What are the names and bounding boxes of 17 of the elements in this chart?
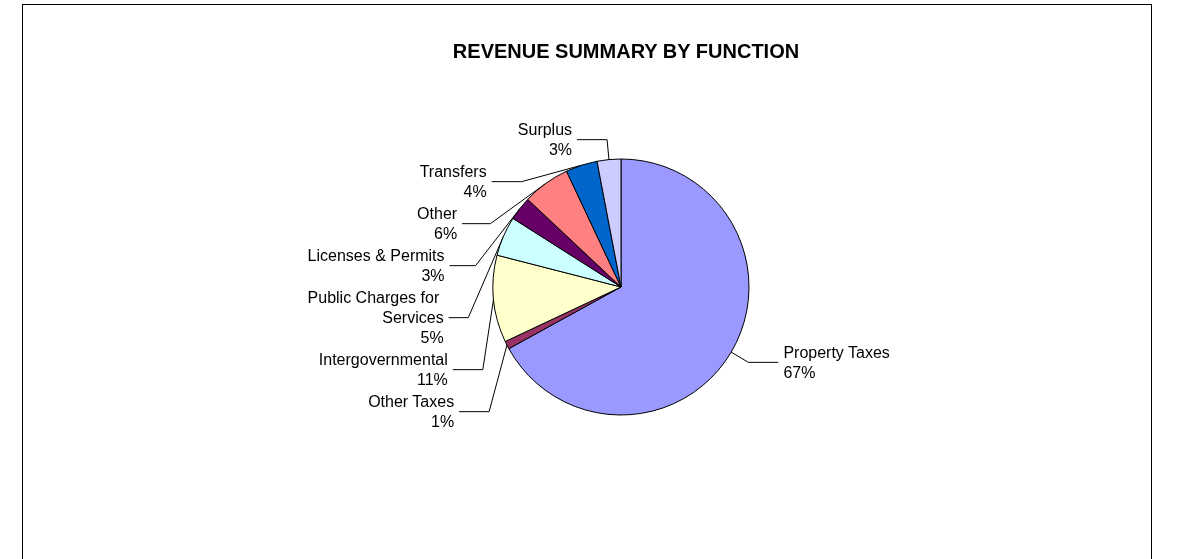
chart-title: REVENUE SUMMARY BY FUNCTION (452, 40, 800, 62)
slice-label: Other Taxes (368, 393, 455, 411)
slice-label: Property Taxes (783, 343, 890, 361)
data-label: 11% (416, 371, 448, 389)
data-label: 5% (420, 329, 444, 347)
data-label: 1% (431, 413, 455, 431)
slice-label: Surplus (517, 121, 573, 139)
data-label: 67% (783, 363, 816, 381)
slice-label: Transfers (419, 163, 487, 181)
slice-label: Public Charges for Services (307, 289, 444, 327)
data-label: 3% (548, 141, 573, 159)
data-label: 4% (463, 183, 487, 201)
slice-label: Intergovernmental (318, 351, 448, 369)
data-label: 3% (421, 267, 445, 285)
slice-label: Other (417, 205, 458, 223)
slice-label: Licenses & Permits (307, 247, 445, 265)
data-label: 6% (434, 225, 458, 243)
